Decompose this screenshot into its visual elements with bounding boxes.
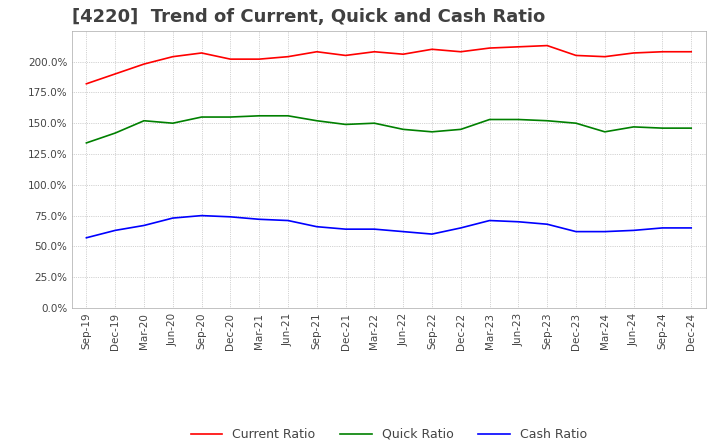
Current Ratio (284, 54, 292, 59)
Quick Ratio (399, 127, 408, 132)
Quick Ratio (600, 129, 609, 135)
Cash Ratio (82, 235, 91, 240)
Text: [4220]  Trend of Current, Quick and Cash Ratio: [4220] Trend of Current, Quick and Cash … (72, 8, 545, 26)
Quick Ratio (140, 118, 148, 123)
Cash Ratio (629, 228, 638, 233)
Quick Ratio (111, 130, 120, 136)
Quick Ratio (572, 121, 580, 126)
Cash Ratio (572, 229, 580, 234)
Cash Ratio (543, 222, 552, 227)
Current Ratio (226, 56, 235, 62)
Current Ratio (543, 43, 552, 48)
Current Ratio (629, 50, 638, 55)
Cash Ratio (687, 225, 696, 231)
Cash Ratio (197, 213, 206, 218)
Cash Ratio (312, 224, 321, 229)
Cash Ratio (111, 228, 120, 233)
Quick Ratio (514, 117, 523, 122)
Line: Quick Ratio: Quick Ratio (86, 116, 691, 143)
Current Ratio (255, 56, 264, 62)
Line: Cash Ratio: Cash Ratio (86, 216, 691, 238)
Cash Ratio (140, 223, 148, 228)
Current Ratio (514, 44, 523, 49)
Cash Ratio (514, 219, 523, 224)
Cash Ratio (370, 227, 379, 232)
Current Ratio (485, 45, 494, 51)
Quick Ratio (226, 114, 235, 120)
Current Ratio (399, 51, 408, 57)
Current Ratio (168, 54, 177, 59)
Quick Ratio (284, 113, 292, 118)
Cash Ratio (485, 218, 494, 223)
Quick Ratio (687, 125, 696, 131)
Cash Ratio (600, 229, 609, 234)
Quick Ratio (428, 129, 436, 135)
Quick Ratio (543, 118, 552, 123)
Current Ratio (197, 50, 206, 55)
Quick Ratio (456, 127, 465, 132)
Quick Ratio (312, 118, 321, 123)
Cash Ratio (226, 214, 235, 220)
Cash Ratio (428, 231, 436, 237)
Current Ratio (312, 49, 321, 55)
Cash Ratio (456, 225, 465, 231)
Current Ratio (111, 71, 120, 77)
Cash Ratio (399, 229, 408, 234)
Current Ratio (428, 47, 436, 52)
Cash Ratio (341, 227, 350, 232)
Current Ratio (456, 49, 465, 55)
Cash Ratio (168, 216, 177, 221)
Quick Ratio (197, 114, 206, 120)
Line: Current Ratio: Current Ratio (86, 46, 691, 84)
Cash Ratio (255, 216, 264, 222)
Cash Ratio (658, 225, 667, 231)
Quick Ratio (341, 122, 350, 127)
Current Ratio (370, 49, 379, 55)
Quick Ratio (370, 121, 379, 126)
Quick Ratio (629, 124, 638, 129)
Current Ratio (341, 53, 350, 58)
Cash Ratio (284, 218, 292, 223)
Legend: Current Ratio, Quick Ratio, Cash Ratio: Current Ratio, Quick Ratio, Cash Ratio (186, 423, 592, 440)
Current Ratio (600, 54, 609, 59)
Current Ratio (658, 49, 667, 55)
Current Ratio (140, 62, 148, 67)
Quick Ratio (168, 121, 177, 126)
Quick Ratio (658, 125, 667, 131)
Current Ratio (572, 53, 580, 58)
Quick Ratio (82, 140, 91, 146)
Current Ratio (687, 49, 696, 55)
Quick Ratio (485, 117, 494, 122)
Current Ratio (82, 81, 91, 86)
Quick Ratio (255, 113, 264, 118)
